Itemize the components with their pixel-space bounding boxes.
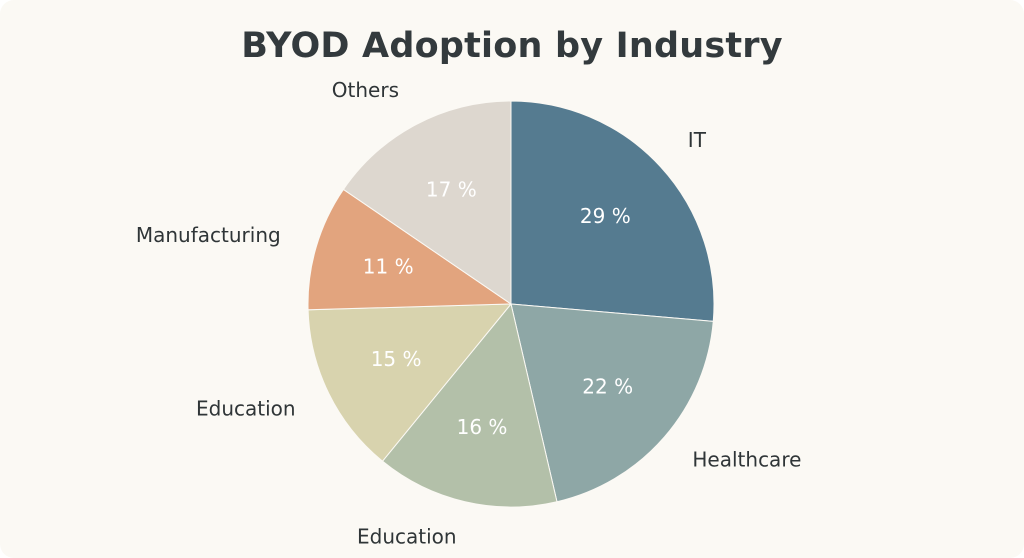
pie-slice-3 bbox=[381, 302, 558, 508]
value-label-3: 16 % bbox=[457, 415, 508, 439]
pie-slice-5 bbox=[307, 188, 513, 311]
pie-slice-1 bbox=[510, 100, 715, 322]
category-label-4: Education bbox=[196, 396, 296, 420]
pie-slice-6 bbox=[342, 100, 512, 305]
pie-slice-2 bbox=[510, 303, 714, 503]
pie-slice-4 bbox=[307, 303, 513, 462]
category-label-3: Education bbox=[357, 524, 457, 548]
value-label-1: 29 % bbox=[580, 204, 631, 228]
value-label-4: 15 % bbox=[371, 347, 422, 371]
pie-value-labels: 29 % 22 % 16 % 15 % 11 % 17 % bbox=[363, 177, 633, 439]
pie-slices bbox=[307, 100, 715, 508]
chart-title: BYOD Adoption by Industry bbox=[241, 26, 783, 66]
category-label-6: Others bbox=[332, 78, 399, 102]
category-label-2: Healthcare bbox=[692, 448, 801, 472]
pie-category-labels: IT Healthcare Education Education Manufactur… bbox=[136, 78, 802, 548]
value-label-5: 11 % bbox=[363, 254, 414, 278]
category-label-1: IT bbox=[688, 128, 707, 152]
category-label-5: Manufacturing bbox=[136, 223, 281, 247]
value-label-2: 22 % bbox=[582, 374, 633, 398]
value-label-6: 17 % bbox=[426, 177, 477, 201]
